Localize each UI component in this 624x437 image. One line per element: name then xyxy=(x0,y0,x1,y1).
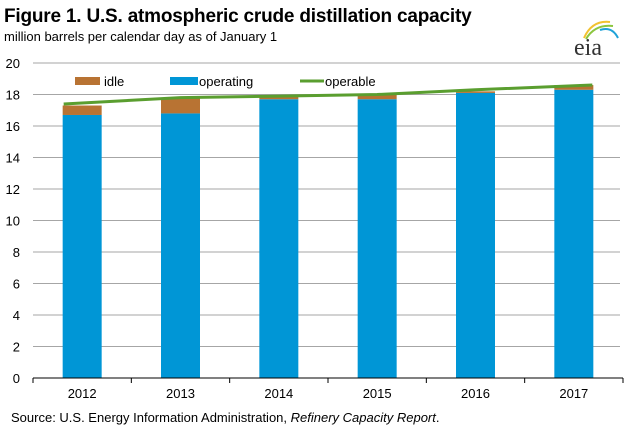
bar-idle-2015 xyxy=(357,94,397,100)
legend-label-idle: idle xyxy=(104,74,124,89)
y-tick-label: 14 xyxy=(6,151,20,166)
operable-line-group xyxy=(63,83,593,106)
y-tick-label: 10 xyxy=(6,214,20,229)
chart-title: Figure 1. U.S. atmospheric crude distill… xyxy=(4,6,472,27)
gridlines xyxy=(33,62,620,347)
logo-text: eia xyxy=(574,35,602,58)
logo-swoosh-yellow xyxy=(583,20,611,39)
logo-swoosh-blue xyxy=(599,28,619,39)
bar-idle-2016 xyxy=(456,91,495,93)
legend-swatch-idle xyxy=(75,77,100,85)
legend-label-operating: operating xyxy=(199,74,253,89)
y-tick-label: 2 xyxy=(13,340,20,355)
bar-operating-2017 xyxy=(554,89,594,379)
source-prefix: Source: U.S. Energy Information Administ… xyxy=(11,410,291,425)
x-tick-label: 2015 xyxy=(363,386,392,401)
y-tick-label: 20 xyxy=(6,56,20,71)
axes: 0 2 4 6 8 10 12 14 16 18 20 2012 2013 2014 2015 2016 201… xyxy=(6,56,624,401)
y-tick-label: 18 xyxy=(6,88,20,103)
x-tick-label: 2012 xyxy=(68,386,97,401)
y-tick-label: 8 xyxy=(13,245,20,260)
x-tick-label: 2013 xyxy=(166,386,195,401)
bar-operating-2013 xyxy=(161,113,200,379)
legend-swatch-operating xyxy=(170,77,198,85)
legend: idle operating operable xyxy=(75,74,376,89)
eia-logo: eia xyxy=(574,20,619,58)
legend-label-operable: operable xyxy=(325,74,376,89)
source-report: Refinery Capacity Report xyxy=(290,410,436,425)
x-tick-label: 2016 xyxy=(461,386,490,401)
source-note: Source: U.S. Energy Information Administ… xyxy=(11,410,440,425)
y-tick-label: 12 xyxy=(6,182,20,197)
chart-subtitle: million barrels per calendar day as of J… xyxy=(4,29,278,44)
bar-operating-2014 xyxy=(259,99,299,378)
bars xyxy=(62,85,594,379)
source-suffix: . xyxy=(435,410,440,425)
bar-operating-2016 xyxy=(456,92,495,379)
logo-swoosh-green xyxy=(585,24,614,40)
bar-idle-2013 xyxy=(161,97,200,114)
y-tick-label: 16 xyxy=(6,119,20,134)
bar-idle-2012 xyxy=(62,105,102,115)
y-tick-label: 6 xyxy=(13,277,20,292)
y-tick-label: 0 xyxy=(13,371,20,386)
x-tick-label: 2017 xyxy=(559,386,588,401)
bar-operating-2015 xyxy=(357,99,397,378)
bar-idle-2014 xyxy=(259,96,299,100)
operable-line xyxy=(63,83,593,106)
y-tick-label: 4 xyxy=(13,308,20,323)
bar-idle-2017 xyxy=(554,85,594,90)
x-tick-label: 2014 xyxy=(264,386,293,401)
bar-operating-2012 xyxy=(62,114,102,378)
